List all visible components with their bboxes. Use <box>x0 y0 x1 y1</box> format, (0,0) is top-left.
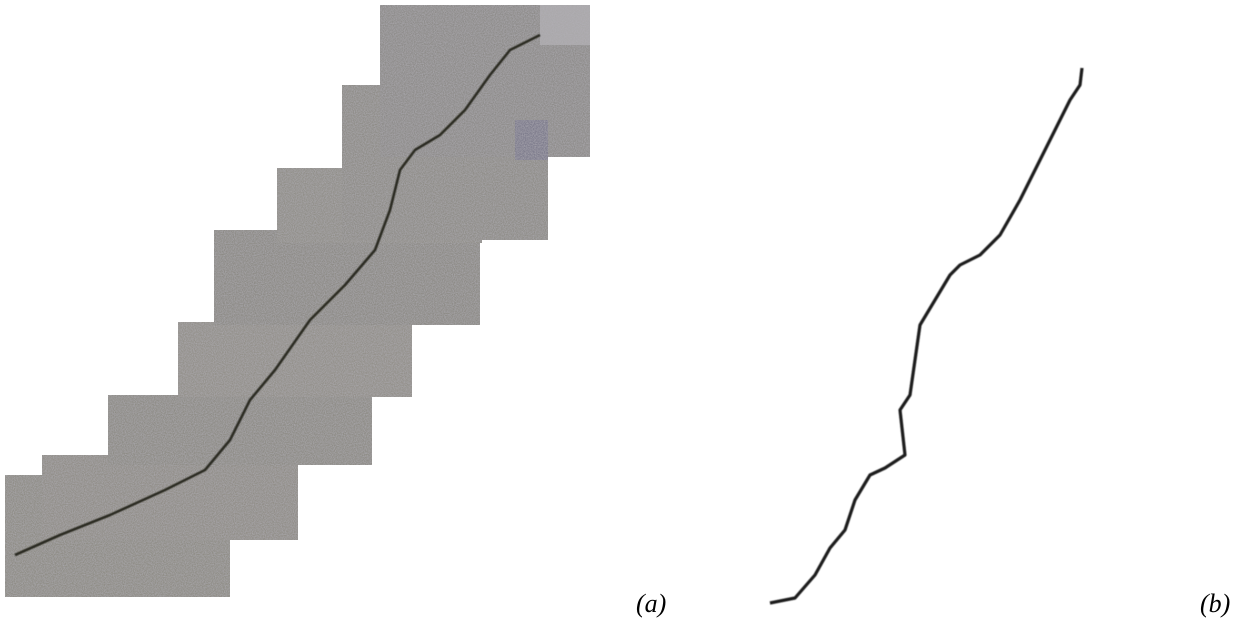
panel-label: (a) <box>636 589 666 618</box>
panel-a-mosaic <box>5 5 590 597</box>
crack-segmentation <box>770 68 1082 603</box>
panel-b-crack <box>770 68 1082 603</box>
panel-label: (b) <box>1200 589 1230 618</box>
figure: (a) (b) <box>0 0 1241 621</box>
